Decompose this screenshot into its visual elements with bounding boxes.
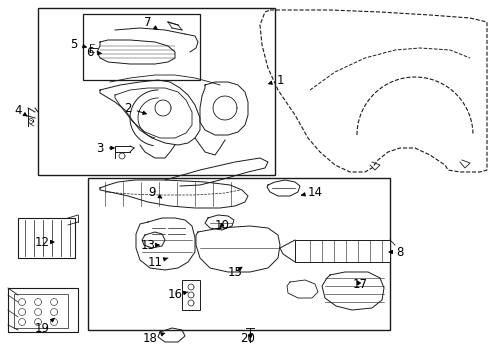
- Text: 15: 15: [227, 266, 242, 279]
- Text: 3: 3: [96, 141, 114, 154]
- Bar: [294, 240, 389, 262]
- Text: 12: 12: [35, 235, 54, 248]
- Text: 19: 19: [35, 318, 55, 334]
- Bar: [18, 218, 75, 258]
- Text: 6: 6: [86, 45, 101, 59]
- Text: 20: 20: [240, 332, 255, 345]
- Text: 1: 1: [268, 73, 283, 86]
- Text: 18: 18: [142, 332, 164, 345]
- Text: 14: 14: [301, 185, 322, 198]
- Text: 5: 5: [70, 37, 86, 50]
- Bar: [8, 288, 78, 332]
- Text: 11: 11: [147, 256, 167, 269]
- Bar: [38, 8, 274, 175]
- Bar: [182, 280, 200, 310]
- Text: 2: 2: [124, 102, 146, 114]
- Text: 17: 17: [352, 279, 367, 292]
- Text: 10: 10: [214, 219, 229, 231]
- Bar: [88, 178, 389, 330]
- Text: 16: 16: [167, 288, 187, 302]
- Bar: [83, 14, 200, 80]
- Text: 4: 4: [14, 104, 27, 117]
- Bar: [14, 294, 68, 328]
- Text: 13: 13: [140, 239, 159, 252]
- Text: 7: 7: [144, 15, 157, 30]
- Text: 9: 9: [148, 185, 162, 198]
- Text: 8: 8: [388, 246, 403, 258]
